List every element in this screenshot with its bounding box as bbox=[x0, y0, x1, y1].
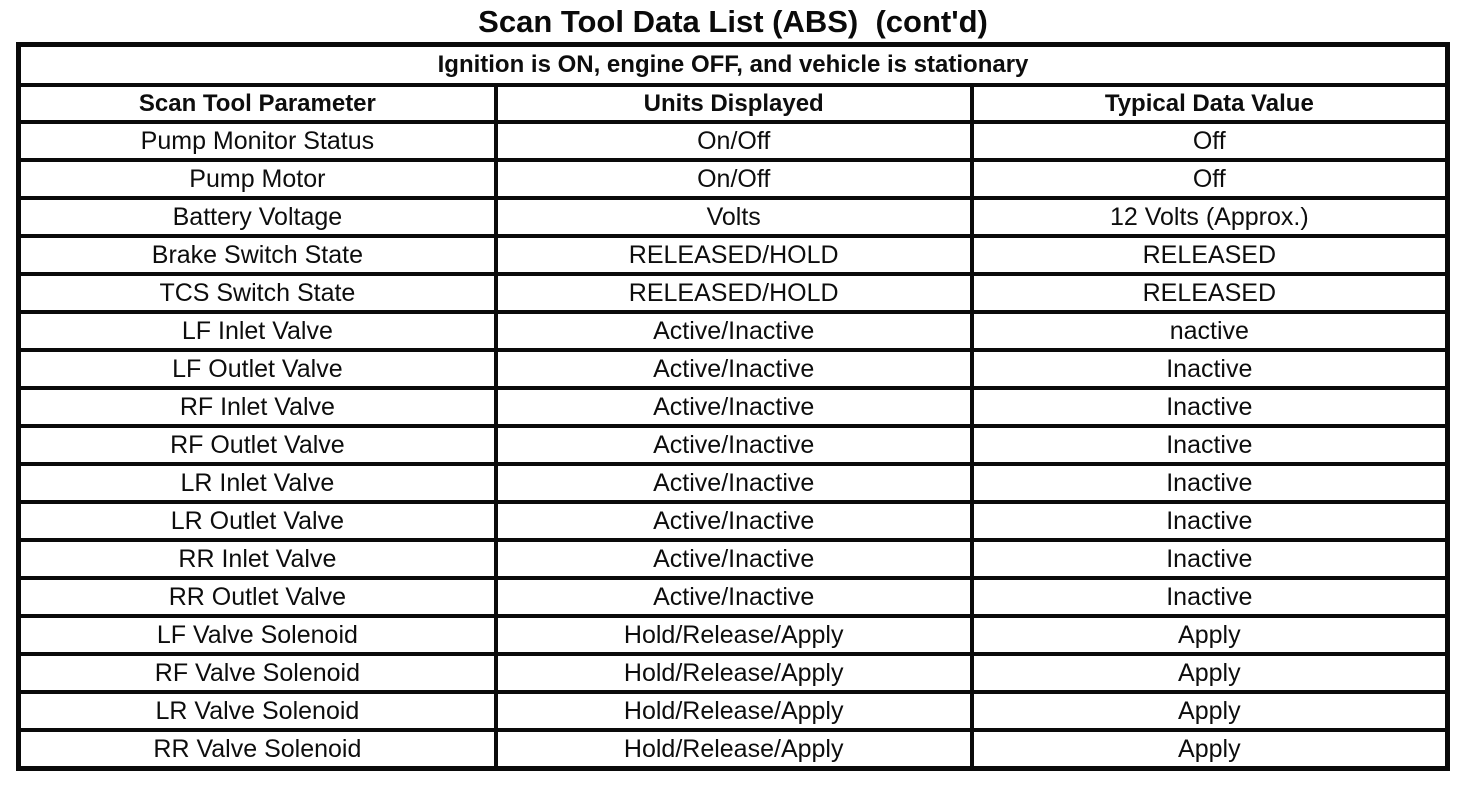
value-cell: Inactive bbox=[969, 538, 1450, 580]
units-cell: RELEASED/HOLD bbox=[493, 234, 974, 276]
parameter-cell: RR Inlet Valve bbox=[16, 538, 498, 580]
table-row: LR Valve Solenoid Hold/Release/Apply Apply bbox=[16, 690, 1450, 732]
scan-tool-data-table: Ignition is ON, engine OFF, and vehicle … bbox=[16, 42, 1450, 771]
condition-header-row: Ignition is ON, engine OFF, and vehicle … bbox=[16, 42, 1450, 87]
units-cell: Active/Inactive bbox=[493, 462, 974, 504]
parameter-cell: RR Valve Solenoid bbox=[16, 728, 498, 771]
parameter-cell: LR Outlet Valve bbox=[16, 500, 498, 542]
table-row: LF Outlet Valve Active/Inactive Inactive bbox=[16, 348, 1450, 390]
value-cell: nactive bbox=[969, 310, 1450, 352]
parameter-cell: LR Inlet Valve bbox=[16, 462, 498, 504]
units-cell: Active/Inactive bbox=[493, 576, 974, 618]
table-row: LF Valve Solenoid Hold/Release/Apply Apply bbox=[16, 614, 1450, 656]
table-row: Pump Motor On/Off Off bbox=[16, 158, 1450, 200]
value-cell: Off bbox=[969, 158, 1450, 200]
parameter-cell: RR Outlet Valve bbox=[16, 576, 498, 618]
units-cell: Active/Inactive bbox=[493, 424, 974, 466]
table-row: RF Valve Solenoid Hold/Release/Apply Apply bbox=[16, 652, 1450, 694]
units-cell: Active/Inactive bbox=[493, 500, 974, 542]
column-header-typical-value: Typical Data Value bbox=[969, 83, 1450, 124]
parameter-cell: Pump Motor bbox=[16, 158, 498, 200]
value-cell: Inactive bbox=[969, 500, 1450, 542]
units-cell: Hold/Release/Apply bbox=[493, 614, 974, 656]
parameter-cell: LF Inlet Valve bbox=[16, 310, 498, 352]
units-cell: Hold/Release/Apply bbox=[493, 728, 974, 771]
units-cell: RELEASED/HOLD bbox=[493, 272, 974, 314]
value-cell: Apply bbox=[969, 614, 1450, 656]
value-cell: Inactive bbox=[969, 348, 1450, 390]
value-cell: Inactive bbox=[969, 386, 1450, 428]
parameter-cell: RF Valve Solenoid bbox=[16, 652, 498, 694]
column-header-row: Scan Tool Parameter Units Displayed Typi… bbox=[16, 83, 1450, 124]
parameter-cell: RF Inlet Valve bbox=[16, 386, 498, 428]
table-row: LR Outlet Valve Active/Inactive Inactive bbox=[16, 500, 1450, 542]
parameter-cell: Battery Voltage bbox=[16, 196, 498, 238]
value-cell: Off bbox=[969, 120, 1450, 162]
parameter-cell: LF Outlet Valve bbox=[16, 348, 498, 390]
units-cell: Active/Inactive bbox=[493, 386, 974, 428]
parameter-cell: Brake Switch State bbox=[16, 234, 498, 276]
value-cell: RELEASED bbox=[969, 234, 1450, 276]
value-cell: RELEASED bbox=[969, 272, 1450, 314]
units-cell: Hold/Release/Apply bbox=[493, 690, 974, 732]
table-row: Pump Monitor Status On/Off Off bbox=[16, 120, 1450, 162]
condition-header: Ignition is ON, engine OFF, and vehicle … bbox=[16, 42, 1450, 87]
table-row: RR Valve Solenoid Hold/Release/Apply Apply bbox=[16, 728, 1450, 771]
value-cell: Inactive bbox=[969, 424, 1450, 466]
units-cell: Hold/Release/Apply bbox=[493, 652, 974, 694]
parameter-cell: RF Outlet Valve bbox=[16, 424, 498, 466]
table-row: LF Inlet Valve Active/Inactive nactive bbox=[16, 310, 1450, 352]
value-cell: Inactive bbox=[969, 576, 1450, 618]
units-cell: Active/Inactive bbox=[493, 310, 974, 352]
table-row: TCS Switch State RELEASED/HOLD RELEASED bbox=[16, 272, 1450, 314]
units-cell: Active/Inactive bbox=[493, 348, 974, 390]
table-row: RR Inlet Valve Active/Inactive Inactive bbox=[16, 538, 1450, 580]
units-cell: Volts bbox=[493, 196, 974, 238]
table-row: RF Inlet Valve Active/Inactive Inactive bbox=[16, 386, 1450, 428]
units-cell: On/Off bbox=[493, 120, 974, 162]
units-cell: Active/Inactive bbox=[493, 538, 974, 580]
table-row: LR Inlet Valve Active/Inactive Inactive bbox=[16, 462, 1450, 504]
value-cell: 12 Volts (Approx.) bbox=[969, 196, 1450, 238]
table-body: Pump Monitor Status On/Off Off Pump Motor On… bbox=[16, 120, 1450, 771]
column-header-parameter: Scan Tool Parameter bbox=[16, 83, 498, 124]
parameter-cell: TCS Switch State bbox=[16, 272, 498, 314]
table-row: RR Outlet Valve Active/Inactive Inactive bbox=[16, 576, 1450, 618]
parameter-cell: LF Valve Solenoid bbox=[16, 614, 498, 656]
parameter-cell: Pump Monitor Status bbox=[16, 120, 498, 162]
value-cell: Apply bbox=[969, 690, 1450, 732]
table-row: RF Outlet Valve Active/Inactive Inactive bbox=[16, 424, 1450, 466]
value-cell: Apply bbox=[969, 728, 1450, 771]
table-row: Brake Switch State RELEASED/HOLD RELEASED bbox=[16, 234, 1450, 276]
column-header-units: Units Displayed bbox=[493, 83, 974, 124]
value-cell: Inactive bbox=[969, 462, 1450, 504]
value-cell: Apply bbox=[969, 652, 1450, 694]
page-title: Scan Tool Data List (ABS) (cont'd) bbox=[478, 4, 988, 39]
parameter-cell: LR Valve Solenoid bbox=[16, 690, 498, 732]
units-cell: On/Off bbox=[493, 158, 974, 200]
table-row: Battery Voltage Volts 12 Volts (Approx.) bbox=[16, 196, 1450, 238]
